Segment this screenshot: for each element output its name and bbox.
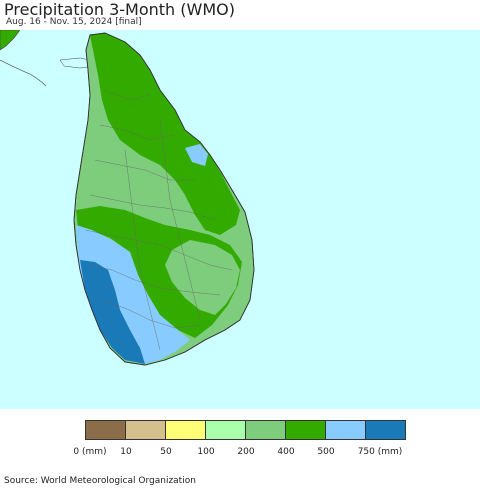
legend-label-100: 100 bbox=[197, 447, 215, 457]
legend-swatch-10 bbox=[125, 420, 166, 440]
district-boundaries bbox=[84, 89, 233, 351]
legend-label-200: 200 bbox=[237, 447, 255, 457]
region-400-500-north bbox=[90, 33, 240, 235]
legend-swatch-400 bbox=[285, 420, 326, 440]
map-subtitle: Aug. 16 - Nov. 15, 2024 [final] bbox=[6, 17, 142, 27]
precipitation-map bbox=[0, 30, 480, 409]
legend-swatch-500 bbox=[325, 420, 366, 440]
india-coast bbox=[0, 30, 21, 51]
legend-labels: 0 (mm) 10 50 100 200 400 500 750 (mm) bbox=[0, 447, 480, 461]
legend-color-bar bbox=[85, 420, 406, 440]
region-200-400-southeast bbox=[165, 240, 240, 315]
legend-swatch-0 bbox=[85, 420, 126, 440]
india-coast-outline bbox=[0, 59, 47, 87]
region-500-750-northeast bbox=[185, 144, 208, 166]
legend-swatch-50 bbox=[165, 420, 206, 440]
source-credit: Source: World Meteorological Organizatio… bbox=[4, 476, 196, 486]
legend-label-400: 400 bbox=[277, 447, 295, 457]
legend-swatch-200 bbox=[245, 420, 286, 440]
legend-label-750: 750 (mm) bbox=[357, 447, 403, 457]
region-750-plus-southwest bbox=[80, 260, 145, 364]
legend-swatch-100 bbox=[205, 420, 246, 440]
legend-label-50: 50 bbox=[160, 447, 172, 457]
map-title: Precipitation 3-Month (WMO) bbox=[4, 0, 235, 19]
legend-label-10: 10 bbox=[120, 447, 132, 457]
coastline bbox=[73, 32, 255, 366]
legend-label-500: 500 bbox=[317, 447, 335, 457]
legend-label-0: 0 (mm) bbox=[73, 447, 107, 457]
legend-swatch-750 bbox=[365, 420, 406, 440]
